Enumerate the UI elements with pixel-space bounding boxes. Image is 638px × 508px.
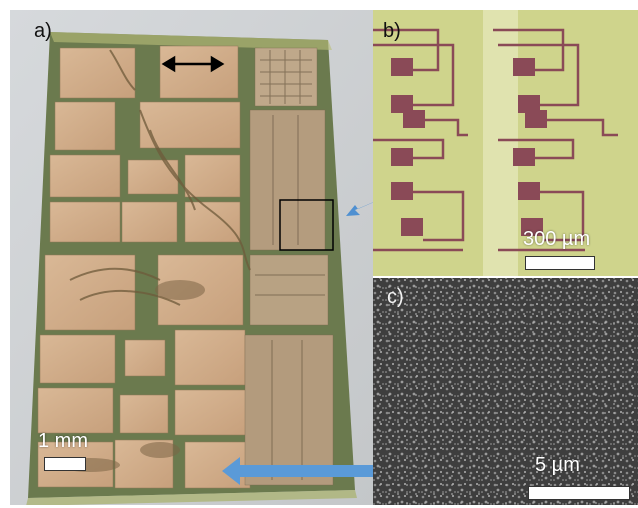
sem-texture <box>373 278 638 505</box>
contact-pads <box>37 45 251 489</box>
blue-arrow-icon <box>346 202 373 216</box>
panel-c-sem: c) 5 µm <box>373 278 638 505</box>
panel-b-scale-label: 300 µm <box>523 228 591 250</box>
panel-c-label: c) <box>387 286 404 308</box>
panel-a-label: a) <box>34 20 52 42</box>
panel-b-label: b) <box>383 20 401 42</box>
panel-b-micrograph: b) 300 µm <box>373 10 638 276</box>
panel-b-scale-bar <box>525 256 595 270</box>
panel-a-scale-bar <box>44 457 86 471</box>
micrograph-b <box>373 10 638 276</box>
panel-c-scale-bar <box>528 486 630 500</box>
panel-a-scale-label: 1 mm <box>38 430 88 452</box>
chip-photo <box>10 10 373 505</box>
pad-arrays <box>244 47 334 486</box>
blue-arrow-to-c-icon <box>222 457 373 485</box>
panel-a-photo: a) 1 mm <box>10 10 373 505</box>
pad-array-lines <box>255 50 325 480</box>
debris <box>69 49 251 306</box>
panel-c-scale-label: 5 µm <box>535 454 580 476</box>
double-arrow-icon <box>161 55 225 73</box>
highlight-box <box>279 199 334 251</box>
